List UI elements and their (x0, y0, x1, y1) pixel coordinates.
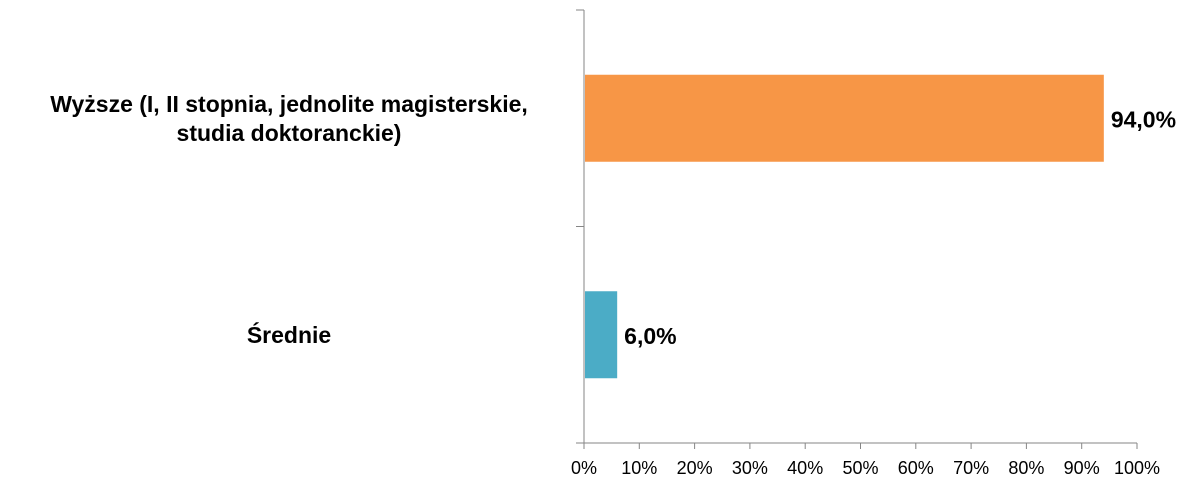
x-tick-label: 20% (677, 458, 713, 478)
category-label: Wyższe (I, II stopnia, jednolite magiste… (50, 91, 528, 117)
x-tick-label: 30% (732, 458, 768, 478)
axes: 0% 10% 20% 30% 40% 50% 60% 70% 80% 90% 100% (571, 9, 1160, 478)
x-tick-label: 100% (1114, 458, 1160, 478)
labels: 94,0% Wyższe (I, II stopnia, jednolite ma… (50, 91, 1176, 349)
x-tick-label: 80% (1008, 458, 1044, 478)
category-label: studia doktoranckie) (177, 120, 402, 146)
bar (585, 291, 618, 379)
bars (585, 74, 1104, 379)
x-tick-label: 50% (842, 458, 878, 478)
x-tick-label: 10% (621, 458, 657, 478)
bar (585, 74, 1104, 162)
x-tick-label: 0% (571, 458, 597, 478)
x-tick-label: 60% (898, 458, 934, 478)
data-label: 94,0% (1111, 106, 1176, 132)
x-tick-label: 40% (787, 458, 823, 478)
data-label: 6,0% (624, 323, 676, 349)
category-label: Średnie (247, 321, 331, 348)
x-tick-label: 70% (953, 458, 989, 478)
x-tick-label: 90% (1064, 458, 1100, 478)
